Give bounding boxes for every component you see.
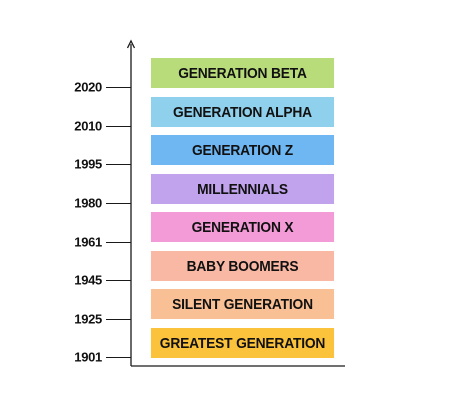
generation-bar: GENERATION ALPHA bbox=[150, 97, 335, 127]
generation-bar: SILENT GENERATION bbox=[150, 289, 335, 319]
year-tick bbox=[106, 203, 131, 204]
generation-bar: GENERATION X bbox=[150, 212, 335, 242]
year-tick bbox=[106, 319, 131, 320]
year-label: 1901 bbox=[74, 349, 102, 365]
generation-label: GREATEST GENERATION bbox=[159, 334, 326, 352]
generation-label: GENERATION Z bbox=[191, 141, 294, 159]
year-tick bbox=[106, 280, 131, 281]
generation-label: SILENT GENERATION bbox=[172, 295, 313, 313]
generation-label: BABY BOOMERS bbox=[186, 257, 299, 275]
year-label: 1995 bbox=[74, 156, 102, 172]
generation-label: MILLENNIALS bbox=[197, 180, 288, 198]
year-label: 1980 bbox=[74, 195, 102, 211]
year-label: 1961 bbox=[74, 234, 102, 250]
generation-bar: BABY BOOMERS bbox=[150, 251, 335, 281]
year-tick bbox=[106, 242, 131, 243]
axis-arrow-icon bbox=[126, 39, 136, 49]
year-label: 1945 bbox=[74, 272, 102, 288]
generation-label: GENERATION BETA bbox=[178, 64, 307, 82]
generation-label: GENERATION ALPHA bbox=[173, 103, 312, 121]
generation-bar: GENERATION BETA bbox=[150, 58, 335, 88]
generation-bar: GREATEST GENERATION bbox=[150, 328, 335, 358]
generation-label: GENERATION X bbox=[191, 218, 294, 236]
year-label: 2020 bbox=[74, 79, 102, 95]
year-tick bbox=[106, 357, 131, 358]
year-label: 2010 bbox=[74, 118, 102, 134]
year-tick bbox=[106, 126, 131, 127]
generation-bar: MILLENNIALS bbox=[150, 174, 335, 204]
year-label: 1925 bbox=[74, 311, 102, 327]
generation-bar: GENERATION Z bbox=[150, 135, 335, 165]
year-tick bbox=[106, 164, 131, 165]
year-tick bbox=[106, 87, 131, 88]
